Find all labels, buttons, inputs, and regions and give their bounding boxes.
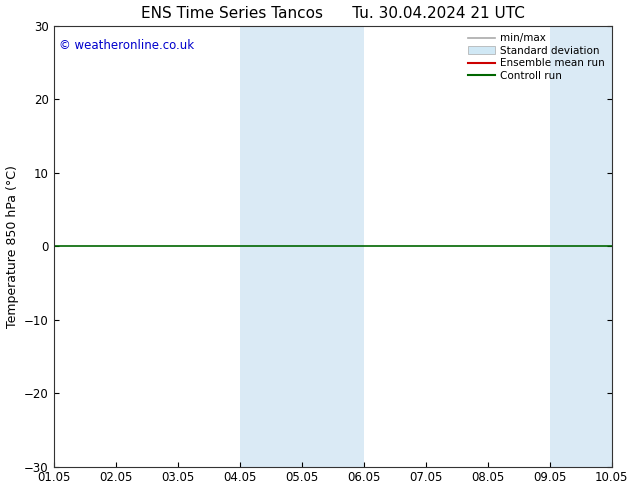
Bar: [581, 26, 612, 466]
Bar: [550, 26, 581, 466]
Y-axis label: Temperature 850 hPa (°C): Temperature 850 hPa (°C): [6, 165, 18, 328]
Bar: [240, 26, 302, 466]
Legend: min/max, Standard deviation, Ensemble mean run, Controll run: min/max, Standard deviation, Ensemble me…: [467, 31, 607, 83]
Bar: [302, 26, 364, 466]
Title: ENS Time Series Tancos      Tu. 30.04.2024 21 UTC: ENS Time Series Tancos Tu. 30.04.2024 21…: [141, 5, 525, 21]
Text: © weatheronline.co.uk: © weatheronline.co.uk: [60, 39, 195, 52]
